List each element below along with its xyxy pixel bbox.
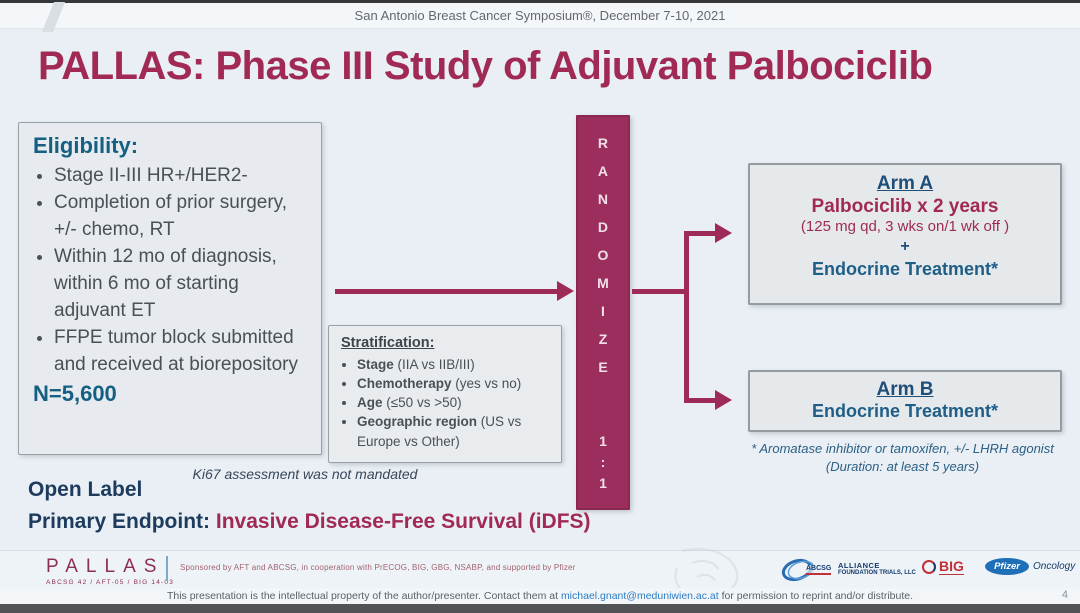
arm-b-endocrine: Endocrine Treatment* (811, 401, 999, 421)
page-number: 4 (1061, 589, 1068, 601)
eligibility-item: Stage II-III HR+/HER2- (54, 163, 309, 190)
pallas-logo: PALLAS ABCSG 42 / AFT-05 / BIG 14-03 (46, 556, 175, 586)
arm-b-heading: Arm B (876, 379, 934, 400)
arrow-to-arm-a (684, 231, 717, 236)
arrowhead-right-icon (715, 223, 732, 243)
ki67-footnote: Ki67 assessment was not mandated (192, 466, 418, 482)
arrow-eligibility-to-randomize (335, 289, 558, 294)
slide-title: PALLAS: Phase III Study of Adjuvant Palb… (38, 44, 933, 88)
eligibility-item: Within 12 mo of diagnosis, within 6 mo o… (54, 244, 309, 325)
eligibility-item: FFPE tumor block submitted and received … (54, 325, 309, 379)
stratification-item: Stage (IIA vs IIB/III) (357, 355, 553, 374)
arrow-to-arm-b (684, 398, 717, 403)
pfizer-oval-icon: Pfizer (985, 558, 1029, 575)
abcsg-logo: ABCSG (780, 557, 832, 583)
stratification-item: Age (≤50 vs >50) (357, 393, 553, 412)
sponsor-text: Sponsored by AFT and ABCSG, in cooperati… (180, 563, 576, 572)
bottom-window-bar (0, 604, 1080, 613)
arm-a-dose: (125 mg qd, 3 wks on/1 wk off ) (800, 218, 1010, 235)
oncology-label: Oncology (1033, 561, 1076, 572)
open-label-text: Open Label (28, 478, 143, 501)
randomize-ratio: 1:1 (599, 433, 607, 491)
primary-endpoint-value: Invasive Disease-Free Survival (iDFS) (210, 510, 591, 533)
big-logo: BIG (922, 558, 964, 575)
pallas-logo-subtext: ABCSG 42 / AFT-05 / BIG 14-03 (46, 579, 175, 586)
branch-vertical-line (684, 231, 689, 403)
stratification-heading: Stratification: (341, 335, 435, 351)
attribution-text-before: This presentation is the intellectual pr… (166, 590, 561, 602)
endocrine-footnote: * Aromatase inhibitor or tamoxifen, +/- … (751, 441, 1054, 474)
stratification-box: Stratification: Stage (IIA vs IIB/III) C… (328, 325, 562, 463)
stratification-list: Stage (IIA vs IIB/III) Chemotherapy (yes… (341, 355, 553, 451)
symposium-header: San Antonio Breast Cancer Symposium®, De… (0, 3, 1080, 29)
primary-endpoint-label: Primary Endpoint: (28, 510, 211, 533)
symposium-label: San Antonio Breast Cancer Symposium®, De… (354, 8, 726, 23)
eligibility-list: Stage II-III HR+/HER2- Completion of pri… (33, 163, 309, 379)
pfizer-logo: Pfizer Oncology (985, 558, 1075, 575)
attribution-bar: This presentation is the intellectual pr… (0, 588, 1080, 604)
stratification-item: Geographic region (US vs Europe vs Other… (357, 412, 553, 450)
eligibility-box: Eligibility: Stage II-III HR+/HER2- Comp… (18, 122, 322, 455)
primary-endpoint: Primary Endpoint: Invasive Disease-Free … (28, 510, 591, 534)
top-window-bar (0, 0, 1080, 3)
attribution-text-after: for permission to reprint and/or distrib… (718, 590, 914, 602)
eligibility-item: Completion of prior surgery, +/- chemo, … (54, 190, 309, 244)
sample-size-label: N=5,600 (33, 380, 117, 406)
arm-b-box: Arm B Endocrine Treatment* (748, 370, 1062, 432)
abcsg-label: ABCSG (806, 565, 832, 575)
stratification-item: Chemotherapy (yes vs no) (357, 374, 553, 393)
big-mark-icon (922, 559, 936, 574)
eligibility-heading: Eligibility: (33, 133, 139, 158)
footer-band: PALLAS ABCSG 42 / AFT-05 / BIG 14-03 Spo… (0, 548, 1080, 599)
branch-stem-line (632, 289, 688, 294)
arm-a-drug: Palbociclib x 2 years (811, 196, 999, 217)
arrowhead-right-icon (557, 281, 574, 301)
contact-email-link[interactable]: michael.gnant@meduniwien.ac.at (560, 590, 719, 602)
arm-a-box: Arm A Palbociclib x 2 years (125 mg qd, … (748, 163, 1062, 305)
arrowhead-right-icon (715, 390, 732, 410)
plus-sign: + (900, 238, 910, 255)
alliance-logo: ALLIANCE FOUNDATION TRIALS, LLC (838, 561, 916, 576)
arm-a-heading: Arm A (876, 173, 934, 194)
arm-a-endocrine: Endocrine Treatment* (811, 259, 999, 279)
footer-divider (166, 556, 168, 581)
